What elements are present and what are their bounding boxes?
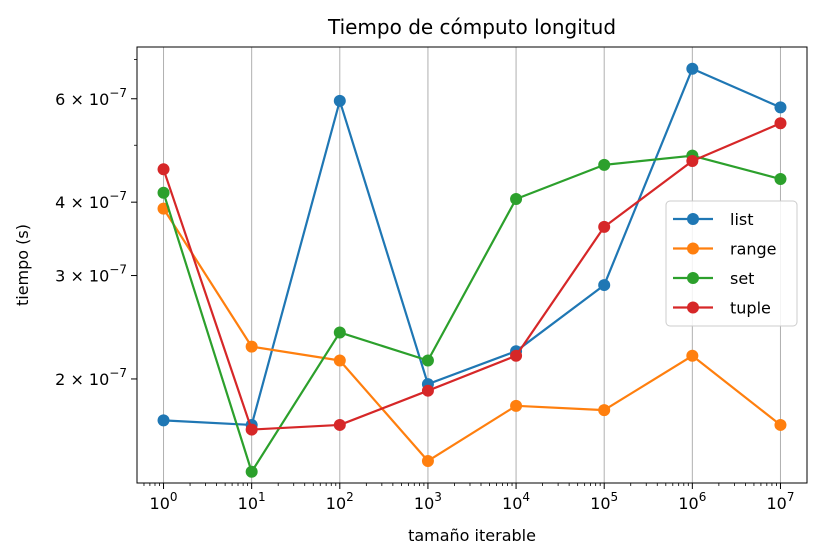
x-tick-label: 107 [766,490,794,513]
legend-label-list: list [730,210,754,229]
data-point-range [774,418,787,431]
grid-lines [163,47,781,483]
x-tick-label: 105 [590,490,618,513]
data-point-tuple [774,117,787,130]
x-tick-label: 100 [150,490,178,513]
legend-label-tuple: tuple [730,299,771,318]
legend-marker-range [687,242,699,255]
data-point-range [421,454,434,467]
data-point-tuple [157,163,170,176]
data-point-list [598,279,611,292]
data-point-list [157,414,170,427]
data-point-set [245,465,258,478]
series-line-range [162,208,782,463]
data-point-set [157,186,170,199]
series-line-list [163,67,781,427]
y-tick-label: 3 × 10−7 [55,263,127,286]
data-point-range [333,354,346,367]
legend: list range set tuple [665,200,798,327]
x-tick-label: 101 [238,490,266,513]
data-point-tuple [510,349,523,362]
x-tick-label: 103 [414,490,442,513]
data-point-tuple [333,418,346,431]
data-point-list [774,101,787,114]
series-line-tuple [162,122,781,431]
legend-label-set: set [730,269,754,288]
x-axis-label: tamaño iterable [408,526,536,545]
y-tick-label: 4 × 10−7 [55,189,127,212]
data-point-range [245,340,258,353]
chart-title: Tiempo de cómputo longitud [327,15,616,39]
data-point-range [598,404,611,417]
legend-marker-set [687,272,699,284]
data-point-set [510,193,523,206]
y-tick-label: 6 × 10−7 [55,86,127,109]
data-point-set [421,354,434,367]
plot-frame [136,46,808,484]
legend-marker-list [687,213,699,225]
y-axis-label: tiempo (s) [13,224,32,306]
data-point-set [774,173,787,186]
legend-label-range: range [730,240,777,259]
legend-marker-tuple [687,301,699,314]
data-point-list [333,94,346,107]
x-tick-label: 102 [326,490,354,513]
series-line-set [162,154,781,473]
legend-box [665,200,798,327]
data-point-tuple [598,220,611,233]
x-tick-label: 104 [502,490,530,513]
data-point-range [510,399,523,412]
data-point-set [333,326,346,339]
data-point-range [686,349,699,362]
data-point-tuple [686,155,699,168]
x-tick-label: 106 [678,490,706,513]
data-point-set [598,158,611,171]
data-point-list [686,62,699,75]
x-axis: 100 101 102 103 104 105 106 107 [143,483,794,513]
data-point-tuple [421,384,434,397]
data-point-tuple [245,423,258,436]
y-tick-label: 2 × 10−7 [55,366,127,389]
y-axis: 2 × 10−7 3 × 10−7 4 × 10−7 6 × 10−7 [55,59,137,389]
series-layer [157,62,787,478]
